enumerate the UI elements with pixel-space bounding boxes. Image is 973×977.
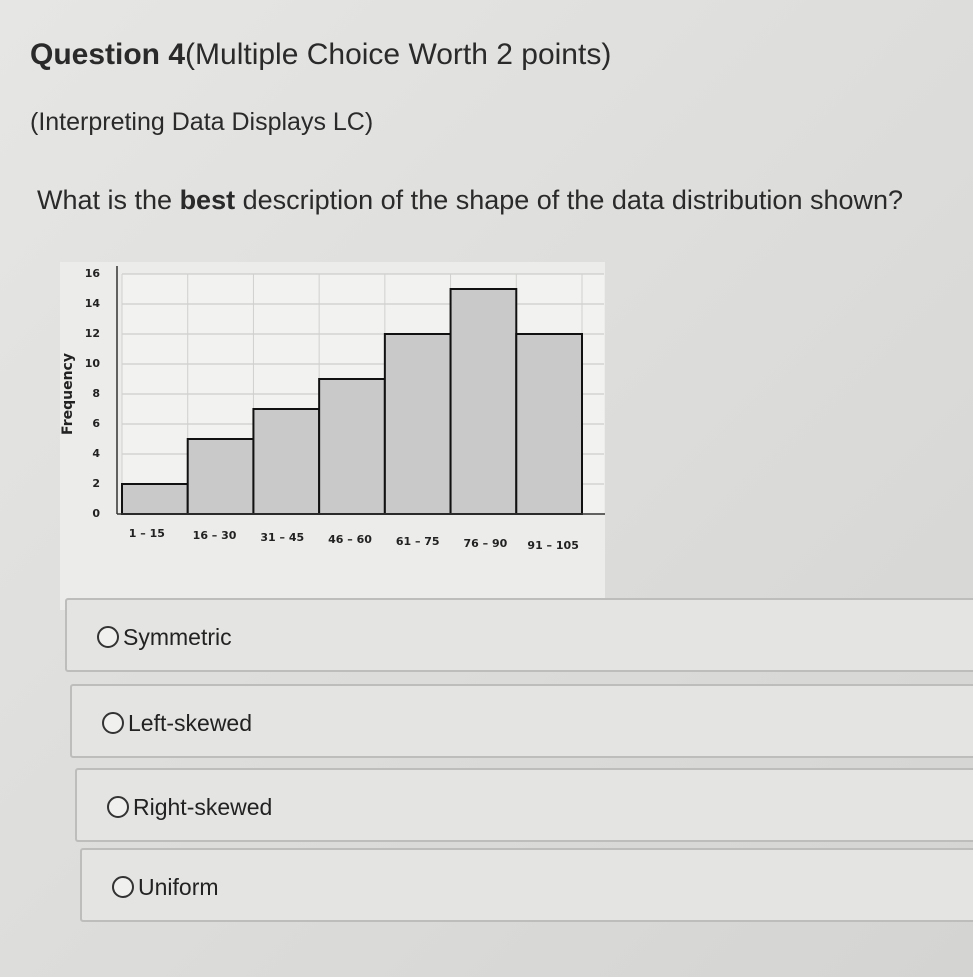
y-tick-label: 4	[92, 447, 100, 460]
x-tick-label: 91 – 105	[527, 539, 578, 552]
bar	[121, 483, 189, 515]
bar	[186, 438, 255, 515]
y-tick-label: 10	[85, 357, 101, 370]
text: description of the shape of the data dis…	[235, 185, 904, 215]
option-label[interactable]: Symmetric	[123, 624, 232, 650]
radio[interactable]	[102, 712, 124, 734]
x-tick-label: 16 – 30	[193, 529, 237, 542]
bar	[318, 378, 386, 515]
question-worth: (Multiple Choice Worth 2 points)	[185, 38, 612, 71]
y-tick-label: 12	[85, 327, 100, 340]
x-tick-label: 76 – 90	[464, 537, 508, 550]
text: What is the	[37, 185, 180, 215]
bar	[449, 288, 518, 515]
question-number: Question 4	[30, 38, 186, 71]
x-tick-label: 31 – 45	[260, 531, 304, 544]
y-tick-label: 6	[92, 417, 100, 430]
topic: (Interpreting Data Displays LC)	[30, 108, 374, 136]
bar	[515, 333, 583, 515]
text-bold: best	[179, 185, 236, 215]
y-tick-label: 2	[92, 477, 100, 490]
option[interactable]: Left-skewed	[70, 684, 973, 758]
histogram: 0 2 4 6 8 10 12 14 16 Frequency 1 – 15 16 – 30 31 – …	[60, 262, 605, 610]
y-tick-label: 16	[85, 267, 101, 280]
x-tick-label: 1 – 15	[129, 527, 165, 540]
option-label[interactable]: Right-skewed	[133, 794, 273, 820]
option-label[interactable]: Uniform	[138, 874, 219, 900]
option[interactable]: Right-skewed	[75, 768, 973, 842]
question-title: Question 4(Multiple Choice Worth 2 point…	[30, 38, 611, 72]
radio[interactable]	[97, 626, 119, 648]
option[interactable]: Symmetric	[65, 598, 973, 672]
y-tick-label: 14	[85, 297, 101, 310]
bar	[252, 408, 321, 515]
option[interactable]: Uniform	[80, 848, 973, 922]
option-label[interactable]: Left-skewed	[128, 710, 253, 736]
bar	[383, 333, 452, 515]
y-tick-label: 8	[92, 387, 100, 400]
radio[interactable]	[112, 876, 134, 898]
radio[interactable]	[107, 796, 129, 818]
y-axis-label: Frequency	[60, 353, 76, 435]
x-tick-label: 46 – 60	[328, 533, 372, 546]
x-tick-label: 61 – 75	[396, 535, 440, 548]
y-tick-label: 0	[92, 507, 100, 520]
question-text: What is the best description of the shap…	[37, 185, 903, 216]
